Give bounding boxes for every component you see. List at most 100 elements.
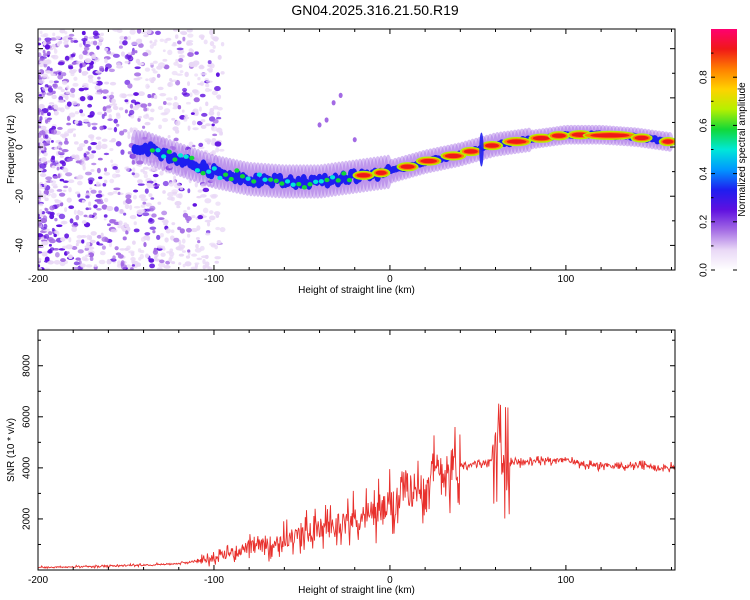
- noise-speckle: [82, 50, 88, 56]
- noise-speckle: [68, 112, 76, 118]
- noise-speckle: [40, 157, 47, 163]
- noise-speckle: [145, 83, 150, 90]
- noise-speckle: [156, 234, 161, 240]
- noise-speckle: [103, 218, 107, 221]
- noise-speckle: [101, 113, 105, 120]
- y-tick-label: 8000: [22, 354, 33, 377]
- noise-speckle: [80, 234, 88, 238]
- noise-speckle: [38, 168, 44, 172]
- noise-speckle: [162, 49, 166, 53]
- noise-speckle: [98, 190, 102, 194]
- noise-speckle: [81, 220, 87, 225]
- noise-speckle: [38, 216, 42, 220]
- noise-speckle: [72, 82, 79, 87]
- spike-mark: [479, 132, 484, 167]
- noise-speckle: [111, 173, 118, 179]
- noise-speckle: [81, 70, 89, 75]
- noise-speckle: [43, 152, 48, 157]
- isolated-feature: [317, 122, 322, 128]
- noise-speckle: [178, 193, 183, 199]
- noise-speckle: [185, 215, 192, 222]
- noise-speckle: [216, 94, 222, 100]
- noise-speckle: [51, 227, 55, 232]
- noise-speckle: [187, 33, 194, 38]
- noise-speckle: [199, 81, 205, 87]
- noise-speckle: [108, 114, 112, 120]
- noise-speckle: [167, 82, 174, 88]
- noise-speckle: [80, 112, 86, 117]
- noise-speckle: [49, 180, 57, 184]
- noise-speckle: [46, 40, 51, 45]
- noise-speckle: [211, 90, 218, 96]
- noise-speckle: [181, 250, 187, 253]
- noise-speckle: [162, 58, 168, 62]
- noise-speckle: [125, 194, 132, 200]
- noise-speckle: [147, 50, 152, 56]
- noise-speckle: [90, 169, 95, 172]
- y-tick-label: 40: [15, 43, 26, 55]
- noise-speckle: [187, 206, 191, 210]
- noise-speckle: [209, 151, 215, 156]
- noise-speckle: [57, 86, 63, 90]
- noise-speckle: [63, 207, 68, 213]
- noise-speckle: [57, 74, 64, 80]
- noise-speckle: [131, 260, 137, 264]
- ridge-blob: [189, 155, 195, 161]
- noise-speckle: [167, 49, 173, 56]
- noise-speckle: [40, 147, 45, 151]
- noise-speckle: [209, 29, 214, 36]
- colorbar-tick-label: 0.8: [699, 70, 710, 84]
- noise-speckle: [134, 72, 142, 77]
- noise-speckle: [59, 261, 66, 267]
- noise-speckle: [48, 105, 52, 109]
- noise-speckle: [49, 211, 55, 216]
- noise-speckle: [106, 259, 112, 265]
- ridge-blob: [313, 179, 319, 184]
- colorbar-tick-label: 0.2: [699, 214, 710, 228]
- noise-speckle: [154, 39, 158, 43]
- noise-speckle: [113, 187, 121, 191]
- noise-speckle: [119, 35, 125, 40]
- noise-speckle: [109, 178, 115, 184]
- noise-speckle: [98, 176, 103, 180]
- noise-speckle: [166, 102, 172, 106]
- noise-speckle: [55, 159, 59, 163]
- noise-speckle: [148, 166, 156, 172]
- spectrogram-marks: [38, 29, 675, 270]
- noise-speckle: [82, 87, 89, 91]
- noise-speckle: [60, 258, 66, 263]
- noise-speckle: [95, 80, 103, 86]
- noise-speckle: [92, 35, 100, 39]
- noise-speckle: [90, 189, 97, 194]
- noise-speckle: [216, 116, 222, 120]
- noise-speckle: [66, 122, 72, 126]
- noise-speckle: [129, 29, 136, 35]
- noise-speckle: [114, 206, 119, 212]
- noise-speckle: [188, 48, 194, 53]
- noise-speckle: [207, 63, 213, 68]
- noise-speckle: [204, 261, 210, 267]
- noise-speckle: [75, 160, 81, 164]
- ridge-blob: [211, 166, 217, 171]
- noise-speckle: [204, 232, 211, 236]
- noise-speckle: [67, 179, 75, 184]
- noise-speckle: [124, 247, 130, 251]
- noise-speckle: [92, 212, 97, 216]
- noise-speckle: [77, 180, 83, 186]
- noise-speckle: [68, 205, 75, 210]
- noise-speckle: [101, 204, 108, 210]
- noise-speckle: [192, 63, 198, 68]
- noise-speckle: [115, 141, 122, 147]
- noise-speckle: [48, 102, 55, 105]
- noise-speckle: [63, 140, 69, 145]
- noise-speckle: [192, 127, 199, 131]
- noise-speckle: [64, 233, 70, 239]
- noise-speckle: [122, 128, 128, 133]
- noise-speckle: [106, 94, 110, 100]
- noise-speckle: [204, 78, 209, 82]
- noise-speckle: [38, 257, 42, 262]
- noise-speckle: [57, 151, 61, 155]
- noise-speckle: [83, 118, 89, 123]
- ridge-blob: [346, 177, 353, 183]
- noise-speckle: [99, 125, 104, 131]
